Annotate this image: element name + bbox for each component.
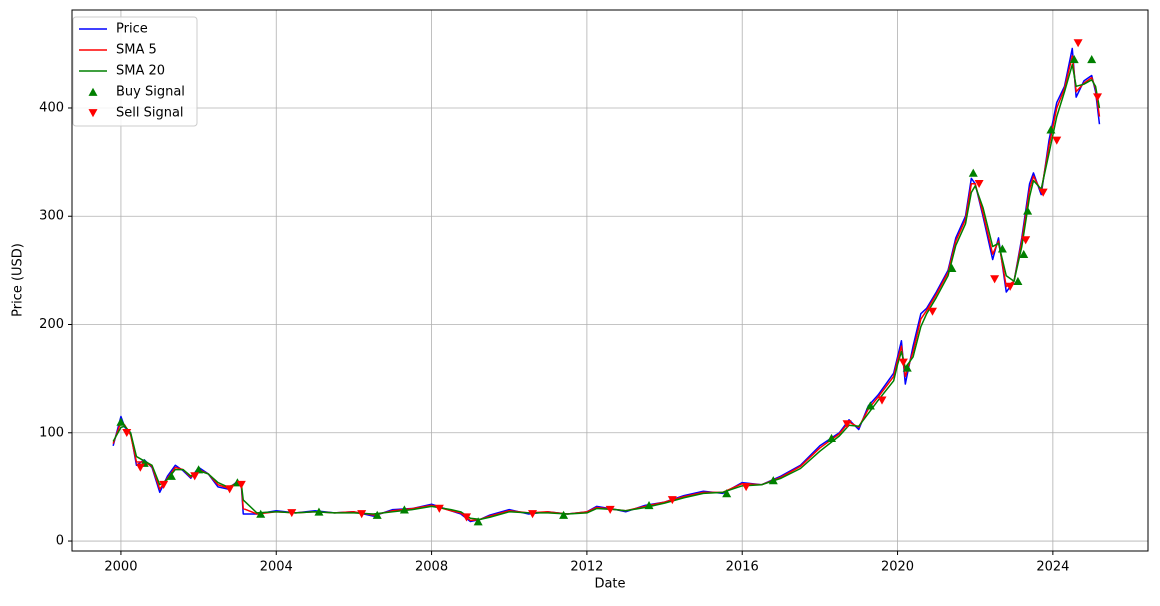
signal-marker	[1087, 54, 1097, 64]
signal-marker	[722, 489, 732, 498]
signal-marker	[473, 517, 483, 526]
legend-label: SMA 20	[116, 64, 165, 79]
legend: Price SMA 5 SMA 20 Buy Signal Sell Signal	[72, 16, 198, 127]
x-tick-label: 2008	[415, 560, 448, 575]
signal-marker	[559, 510, 569, 519]
signal-marker	[644, 501, 654, 510]
signal-marker	[372, 510, 382, 519]
legend-label: Buy Signal	[116, 85, 185, 100]
signal-marker	[768, 476, 778, 485]
signal-marker	[462, 513, 472, 522]
signal-marker	[1046, 125, 1056, 134]
y-tick-label: 200	[39, 317, 64, 332]
signal-marker	[256, 509, 266, 518]
x-tick-label: 2000	[104, 560, 137, 575]
legend-label: SMA 5	[116, 43, 157, 58]
x-axis-label: Date	[594, 577, 625, 592]
signal-marker	[1021, 236, 1031, 245]
signal-marker	[1013, 276, 1023, 286]
signal-marker	[1023, 206, 1033, 215]
x-tick-label: 2016	[726, 560, 759, 575]
signal-marker	[1093, 93, 1103, 102]
signal-marker	[122, 428, 132, 438]
axes-frame	[71, 9, 1149, 552]
signal-marker	[927, 307, 937, 316]
signal-marker	[190, 472, 200, 481]
legend-marker	[88, 109, 98, 118]
ticks: 2000 2004 2008 2012 2016 2020 2024 0 100 200 300 40…	[39, 100, 1069, 574]
signal-marker	[741, 483, 751, 492]
signal-marker	[166, 471, 176, 480]
signal-marker	[974, 179, 984, 189]
signal-marker	[1052, 136, 1062, 145]
signal-marker	[116, 417, 126, 426]
signal-marker	[434, 504, 444, 513]
signal-marker	[865, 401, 875, 410]
signal-marker	[1069, 54, 1079, 64]
signal-marker	[990, 275, 1000, 284]
signal-marker	[528, 510, 538, 519]
y-tick-label: 0	[56, 534, 64, 549]
signal-marker	[357, 510, 367, 519]
signal-marker	[399, 505, 409, 514]
x-tick-label: 2012	[570, 560, 603, 575]
legend-label: Sell Signal	[116, 106, 184, 121]
signal-marker	[159, 480, 169, 490]
signal-marker	[1073, 39, 1083, 48]
y-axis-label: Price (USD)	[11, 243, 26, 317]
signal-marker	[827, 433, 837, 443]
y-tick-label: 300	[39, 209, 64, 224]
x-tick-label: 2004	[260, 560, 293, 575]
signal-marker	[314, 507, 324, 516]
signal-marker	[667, 496, 677, 505]
signal-marker	[947, 263, 957, 273]
signal-marker	[605, 505, 615, 514]
y-tick-label: 400	[39, 100, 64, 115]
legend-marker	[88, 87, 98, 96]
signal-marker	[1005, 282, 1015, 291]
signal-marker	[1019, 249, 1029, 258]
signal-marker	[898, 358, 908, 367]
plot-area	[112, 39, 1103, 526]
signal-marker	[842, 420, 852, 429]
legend-label: Price	[116, 22, 148, 37]
legend-box	[72, 16, 198, 127]
signal-marker	[902, 363, 912, 372]
signal-marker	[225, 485, 235, 494]
signal-marker	[135, 463, 145, 472]
signal-marker	[287, 509, 297, 518]
signal-marker	[877, 396, 887, 405]
signal-marker	[236, 480, 246, 490]
signal-marker	[1038, 188, 1048, 197]
x-tick-label: 2020	[881, 560, 914, 575]
signal-marker	[997, 244, 1007, 253]
x-tick-label: 2024	[1036, 560, 1069, 575]
grid	[72, 10, 1148, 551]
y-tick-label: 100	[39, 425, 64, 440]
signal-marker	[194, 465, 204, 474]
signal-marker	[968, 168, 978, 177]
